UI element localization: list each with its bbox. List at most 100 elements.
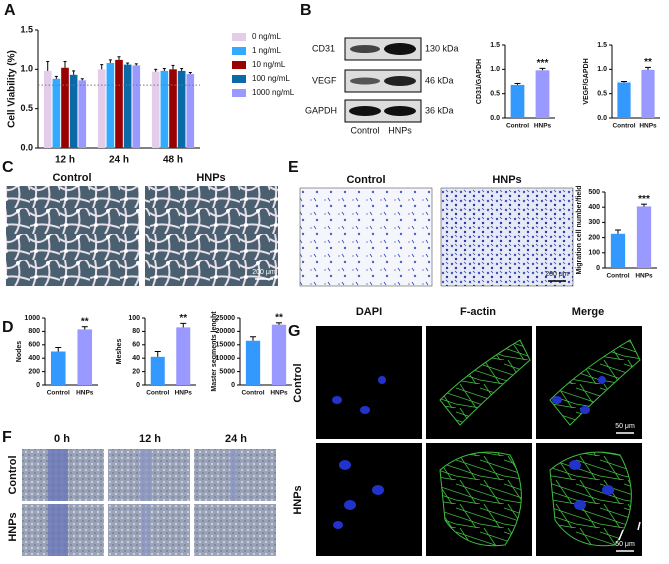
x-tick-label: 24 h xyxy=(109,155,129,166)
legend-label: 0 ng/mL xyxy=(252,32,281,41)
dapi-image xyxy=(316,443,422,556)
legend-swatch xyxy=(232,61,246,69)
y-tick-label: 1.5 xyxy=(20,24,33,34)
y-tick-label: 0.5 xyxy=(20,103,33,113)
row-title: HNPs xyxy=(7,512,19,541)
y-tick-label: 100 xyxy=(128,315,140,322)
fluorescence-images xyxy=(316,326,661,556)
bar xyxy=(641,69,655,118)
significance: ** xyxy=(179,313,187,324)
y-axis-label: Master segments lenght xyxy=(211,311,218,392)
bar xyxy=(61,67,69,148)
y-tick-label: 600 xyxy=(28,342,40,349)
x-tick-label: Control xyxy=(612,123,635,130)
x-tick-label: Control xyxy=(506,123,529,130)
bar xyxy=(610,233,626,268)
y-tick-label: 5000 xyxy=(219,368,235,375)
column-title: 12 h xyxy=(139,433,161,445)
panel-label: E xyxy=(288,159,299,176)
y-tick-label: 0 xyxy=(36,382,40,389)
bar xyxy=(169,69,177,148)
band xyxy=(384,43,416,55)
x-tick-label: HNPs xyxy=(534,123,552,130)
y-tick-label: 0.5 xyxy=(597,91,607,98)
y-tick-label: 10000 xyxy=(216,355,236,362)
x-tick-label: 12 h xyxy=(55,155,75,166)
significance: *** xyxy=(638,194,650,205)
bar xyxy=(186,74,195,148)
scratch-gap xyxy=(230,449,238,501)
significance: ** xyxy=(275,312,283,323)
x-tick-label: Control xyxy=(241,390,264,397)
legend-label: 10 ng/mL xyxy=(252,60,286,69)
y-tick-label: 200 xyxy=(28,368,40,375)
y-tick-label: 300 xyxy=(588,219,600,226)
bar xyxy=(115,59,123,148)
bar xyxy=(77,329,93,385)
column-title: F-actin xyxy=(460,306,496,318)
y-tick-label: 40 xyxy=(132,355,140,362)
x-tick-label: Control xyxy=(606,273,629,280)
scratch-gap xyxy=(140,449,152,501)
band-size: 36 kDa xyxy=(425,105,454,115)
scale-label: 50 μm xyxy=(615,423,635,430)
blot-strip xyxy=(344,99,422,123)
bar xyxy=(78,80,87,148)
tube-image xyxy=(145,186,278,286)
x-tick-label: HNPs xyxy=(175,390,193,397)
bar xyxy=(636,206,652,268)
x-tick-label: HNPs xyxy=(76,390,94,397)
blot-strip xyxy=(344,69,422,93)
y-tick-label: 0 xyxy=(596,265,600,272)
image-title: HNPs xyxy=(196,172,225,184)
y-axis-label: Cell Viability (%) xyxy=(7,50,18,128)
y-tick-label: 1000 xyxy=(24,315,40,322)
blot-row-label: GAPDH xyxy=(305,105,337,115)
y-tick-label: 800 xyxy=(28,328,40,335)
row-title: Control xyxy=(292,363,304,402)
bar xyxy=(177,70,186,148)
column-title: DAPI xyxy=(356,306,382,318)
y-tick-label: 100 xyxy=(588,250,600,257)
blot-row-label: CD31 xyxy=(312,43,335,53)
y-tick-label: 1.0 xyxy=(490,66,500,73)
y-tick-label: 1.0 xyxy=(20,64,33,74)
y-tick-label: 20 xyxy=(132,368,140,375)
scratch-gap xyxy=(48,504,68,556)
bar xyxy=(123,64,132,148)
column-title: 0 h xyxy=(54,433,70,445)
migration-image xyxy=(299,187,433,287)
bar xyxy=(617,82,631,118)
legend-swatch xyxy=(232,75,246,83)
panel-label: D xyxy=(2,319,14,336)
scale-label: 200 μm xyxy=(252,269,276,276)
panel-label: A xyxy=(4,2,16,19)
column-title: 24 h xyxy=(225,433,247,445)
scratch-gap xyxy=(48,449,68,501)
legend-swatch xyxy=(232,33,246,41)
bar xyxy=(160,70,169,148)
migration-image xyxy=(440,187,574,287)
x-tick-label: HNPs xyxy=(270,390,288,397)
scratch-images xyxy=(22,449,276,556)
scale-label: 200 μm xyxy=(545,271,569,278)
x-tick-label: HNPs xyxy=(635,273,653,280)
y-tick-label: 500 xyxy=(588,189,600,196)
bar xyxy=(43,70,52,148)
y-tick-label: 0.0 xyxy=(20,142,33,152)
legend-swatch xyxy=(232,47,246,55)
y-axis-label: Migration cell number/field xyxy=(576,185,583,274)
panel-label: B xyxy=(300,2,312,19)
bar xyxy=(132,65,141,148)
y-axis-label: Nodes xyxy=(16,341,23,363)
bar xyxy=(50,351,66,385)
y-tick-label: 400 xyxy=(28,355,40,362)
y-tick-label: 1.0 xyxy=(597,66,607,73)
y-tick-label: 0.5 xyxy=(490,91,500,98)
scale-label: 50 μm xyxy=(615,541,635,548)
bar xyxy=(106,63,115,148)
legend-label: 1000 ng/mL xyxy=(252,88,295,97)
bar xyxy=(535,70,550,118)
y-tick-label: 1.5 xyxy=(597,42,607,49)
bar xyxy=(97,69,106,148)
